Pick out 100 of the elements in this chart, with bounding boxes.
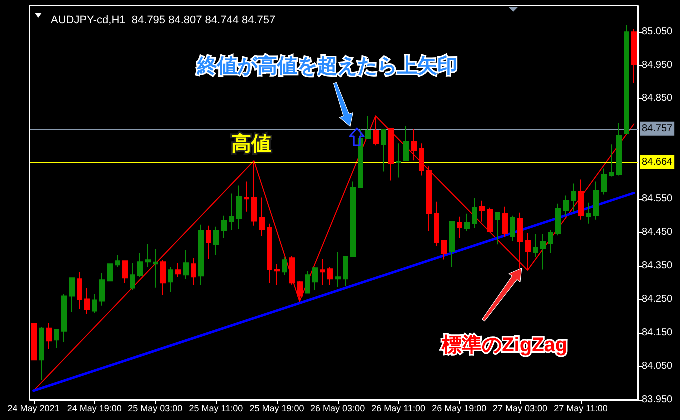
- candlestick: [555, 203, 561, 236]
- y-tick-label: 84.150: [642, 328, 674, 339]
- candlestick: [198, 224, 204, 286]
- x-tick-label: 26 May 19:00: [432, 404, 487, 414]
- candlestick: [130, 262, 135, 291]
- candlestick: [343, 256, 348, 287]
- candlestick: [457, 216, 462, 238]
- ref-line-label: 84.664: [642, 156, 674, 168]
- x-tick-label: 25 May 11:00: [189, 404, 244, 414]
- ref-line-label: 84.757: [642, 123, 674, 134]
- line-series: [33, 116, 635, 392]
- candlestick: [99, 272, 105, 306]
- candlestick: [358, 129, 363, 188]
- candlestick: [533, 233, 538, 258]
- candlestick: [411, 129, 417, 162]
- x-tick-label: 24 May 2021: [8, 404, 60, 414]
- candlestick: [472, 198, 477, 228]
- candlestick: [327, 266, 333, 286]
- x-tick-label: 25 May 19:00: [250, 404, 304, 414]
- candlestick: [540, 233, 546, 270]
- candlestick: [160, 260, 166, 296]
- candlestick: [449, 221, 455, 268]
- candlestick: [434, 201, 439, 247]
- candlestick: [191, 258, 196, 286]
- candlestick: [586, 202, 591, 224]
- x-tick-label: 24 May 19:00: [67, 404, 122, 414]
- candlestick: [487, 207, 493, 232]
- candlestick: [282, 256, 287, 276]
- candlestick: [426, 166, 432, 232]
- candlestick: [479, 200, 485, 222]
- candlestick: [31, 322, 37, 361]
- x-tick-label: 25 May 03:00: [128, 404, 183, 414]
- candlestick: [320, 258, 325, 286]
- candlestick: [616, 122, 622, 176]
- candlestick: [563, 195, 569, 216]
- annotation: 終値が高値を超えたら上矢印: [196, 54, 458, 78]
- candlestick: [251, 160, 257, 226]
- candlestick: [122, 260, 128, 284]
- candlestick: [46, 322, 52, 350]
- candlestick: [289, 256, 295, 286]
- candlestick: [502, 206, 508, 238]
- candlestick: [54, 329, 59, 349]
- y-tick-label: 84.450: [642, 227, 674, 238]
- candlestick: [274, 264, 280, 286]
- candlestick: [221, 215, 227, 238]
- annotation: 高値: [231, 132, 272, 156]
- candlestick: [183, 250, 189, 280]
- y-tick-label: 84.250: [642, 294, 674, 306]
- candlestick: [61, 294, 67, 343]
- x-tick-label: 27 May 11:00: [554, 404, 608, 414]
- candlestick: [69, 278, 75, 313]
- candlestick: [312, 266, 318, 292]
- y-tick-label: 84.950: [642, 60, 674, 71]
- candlestick: [115, 254, 120, 268]
- candlestick: [229, 193, 234, 230]
- candlestick: [206, 225, 211, 260]
- candlestick: [77, 272, 82, 310]
- candlestick: [259, 197, 265, 237]
- candlestick: [571, 183, 576, 212]
- candlestick: [403, 126, 409, 162]
- candlestick: [297, 281, 303, 302]
- candlestick: [381, 129, 386, 172]
- candlestick: [244, 181, 249, 212]
- candlestick: [578, 179, 584, 220]
- candlestick: [175, 262, 181, 278]
- candlestick: [84, 288, 90, 315]
- candlestick: [39, 326, 44, 381]
- candlestick: [495, 212, 500, 246]
- candlestick: [525, 232, 531, 271]
- candlestick: [305, 270, 310, 294]
- candlestick: [441, 240, 447, 260]
- y-tick-label: 84.850: [642, 93, 674, 104]
- candlestick: [107, 264, 113, 282]
- candlestick: [168, 266, 173, 293]
- candlestick: [517, 212, 523, 270]
- candlestick: [419, 143, 424, 176]
- candlestick: [267, 223, 272, 284]
- candlestick: [137, 252, 143, 278]
- candlestick: [624, 24, 629, 134]
- candlestick: [548, 229, 553, 254]
- candlestick: [631, 28, 637, 84]
- candlestick: [365, 116, 371, 140]
- candlestick: [464, 213, 470, 232]
- candlestick: [145, 244, 151, 268]
- annotation: 標準のZigZag: [441, 334, 568, 357]
- candlestick: [510, 215, 515, 242]
- text: AUDJPY-cd,H1 84.795 84.807 84.744 84.757: [51, 14, 276, 26]
- candlestick: [388, 128, 394, 182]
- candlestick: [396, 143, 401, 178]
- candlestick: [601, 168, 607, 196]
- y-tick-label: 83.950: [642, 394, 674, 406]
- candlestick: [350, 181, 356, 258]
- y-tick-label: 84.350: [642, 260, 674, 272]
- y-tick-label: 84.050: [642, 361, 674, 372]
- candlestick: [92, 294, 97, 314]
- x-tick-label: 27 May 03:00: [492, 404, 548, 414]
- candlestick: [213, 226, 219, 256]
- candlestick: [335, 252, 341, 288]
- y-tick-label: 85.050: [642, 26, 674, 38]
- y-tick-label: 84.550: [642, 194, 674, 205]
